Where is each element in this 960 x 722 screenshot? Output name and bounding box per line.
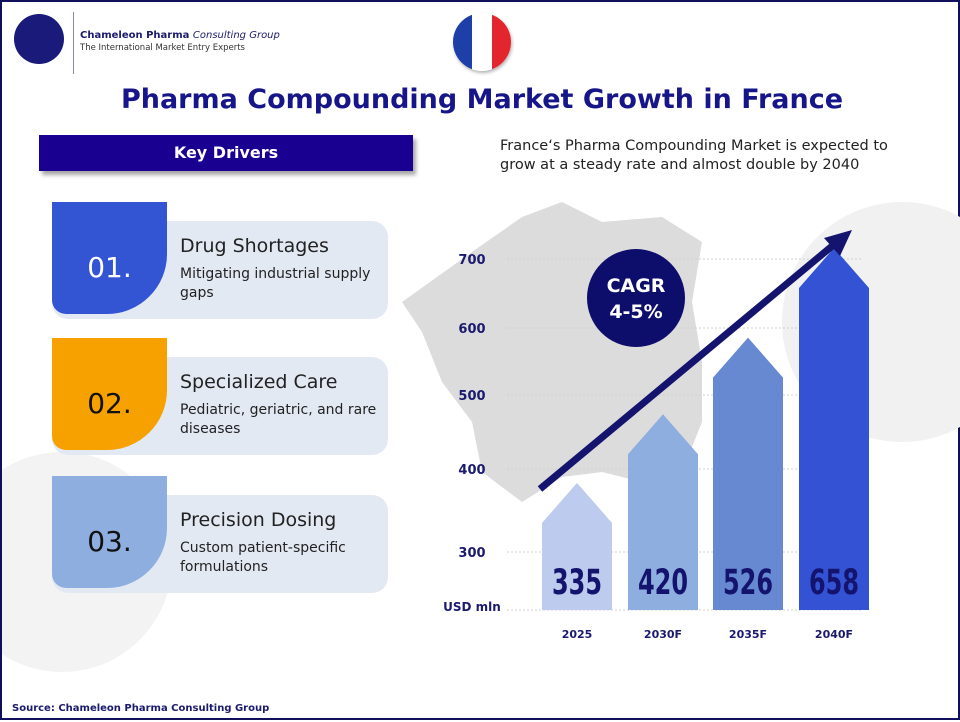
x-tick-label: 2040F [815,628,853,641]
data-label: 658 [809,563,859,604]
trend-arrow-head [824,230,852,256]
cagr-badge [587,249,685,347]
y-tick-label: 400 [458,463,485,478]
driver-title: Specialized Care [180,371,338,393]
bar-2030F [628,414,698,610]
driver-number: 02. [87,387,132,420]
x-tick-label: 2025 [562,628,593,641]
company-tagline: The International Market Entry Experts [80,43,245,53]
driver-number-badge: 03. [52,476,167,588]
bar-2040F [799,247,869,611]
france-flag-icon [453,13,511,71]
y-tick-label: 700 [458,253,485,268]
driver-description: Mitigating industrial supply gaps [180,266,371,301]
bar-2035F [713,337,783,610]
cagr-value: 4-5% [609,301,662,323]
driver-number: 01. [87,251,132,284]
driver-number: 03. [87,525,132,558]
key-drivers-heading: Key Drivers [39,135,413,171]
logo-divider [73,12,74,74]
y-axis-label: USD mln [443,600,501,614]
driver-number-badge: 02. [52,338,167,450]
data-label: 420 [638,563,688,604]
driver-description: Pediatric, geriatric, and rare diseases [180,402,377,437]
driver-title: Drug Shortages [180,235,329,257]
x-tick-label: 2035F [729,628,767,641]
driver-title: Precision Dosing [180,509,337,531]
data-label: 526 [723,563,773,604]
company-logo-icon [14,14,64,64]
data-label: 335 [552,563,602,604]
y-tick-label: 500 [458,389,485,404]
page-title: Pharma Compounding Market Growth in Fran… [120,84,844,115]
y-tick-label: 300 [458,546,485,561]
y-tick-label: 600 [458,322,485,337]
trend-arrow-line [537,239,840,492]
chart-subtitle: France‘s Pharma Compounding Market is ex… [500,138,888,173]
bar-2025 [542,482,612,610]
driver-description: Custom patient-specific formulations [180,540,346,575]
company-name: Chameleon Pharma Consulting Group [80,30,280,41]
cagr-label: CAGR [607,275,666,297]
driver-number-badge: 01. [52,202,167,314]
x-tick-label: 2030F [644,628,682,641]
source-note: Source: Chameleon Pharma Consulting Grou… [12,703,270,714]
